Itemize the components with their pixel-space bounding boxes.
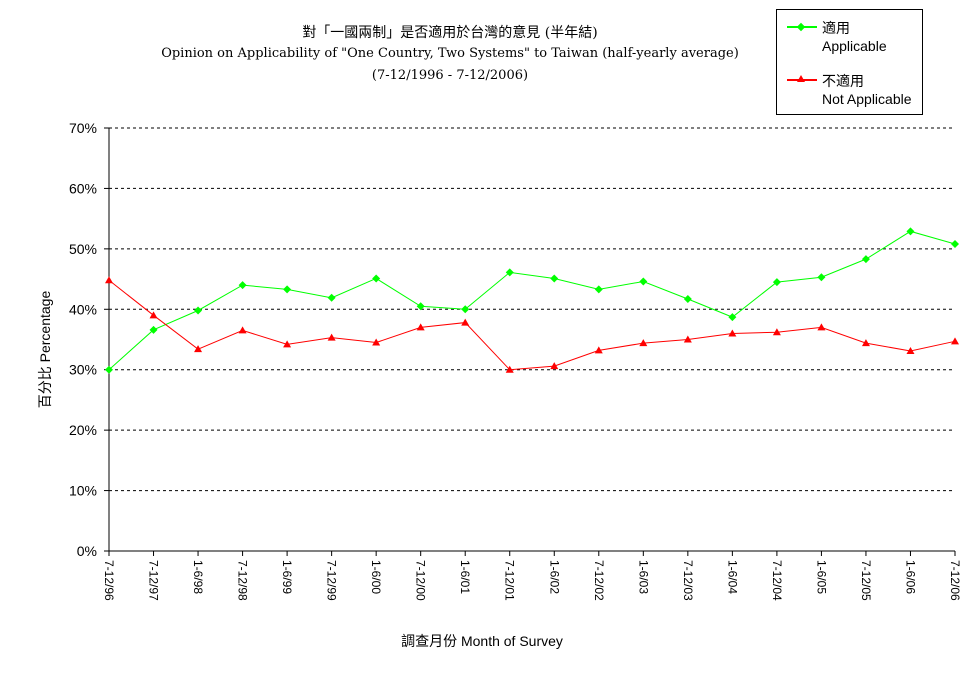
y-tick-label: 60%	[69, 180, 97, 196]
x-tick-label: 1-6/98	[191, 560, 205, 594]
data-point-applicable	[372, 274, 381, 283]
legend-swatch-not-applicable	[787, 75, 817, 82]
data-point-applicable	[550, 274, 559, 283]
y-tick-label: 40%	[69, 301, 97, 317]
data-point-not-applicable	[372, 338, 381, 346]
data-point-not-applicable	[728, 329, 737, 337]
x-axis-title: 調查月份 Month of Survey	[401, 633, 563, 649]
x-tick-label: 1-6/03	[636, 560, 650, 594]
x-tick-label: 7-12/00	[414, 560, 428, 601]
x-tick-label: 7-12/02	[592, 560, 606, 601]
data-point-applicable	[951, 240, 959, 249]
data-point-not-applicable	[639, 339, 648, 347]
data-point-not-applicable	[861, 339, 870, 347]
y-tick-label: 70%	[69, 120, 97, 136]
legend-label-english: Applicable	[822, 38, 887, 54]
x-tick-label: 1-6/00	[369, 560, 383, 594]
data-point-not-applicable	[416, 323, 425, 331]
data-point-applicable	[238, 281, 247, 290]
data-point-not-applicable	[238, 326, 247, 334]
data-point-not-applicable	[951, 337, 959, 345]
data-point-applicable	[461, 305, 470, 314]
legend-marker-triangle	[797, 75, 805, 82]
data-point-applicable	[861, 255, 870, 264]
series-line-applicable	[108, 230, 956, 371]
data-point-not-applicable	[461, 318, 470, 326]
y-axis-title: 百分比 Percentage	[37, 291, 53, 409]
data-point-applicable	[505, 268, 514, 277]
data-point-not-applicable	[505, 365, 514, 373]
x-tick-label: 7-12/97	[147, 560, 161, 601]
legend-label-chinese: 適用	[822, 21, 850, 37]
legend-swatch-applicable	[787, 22, 817, 32]
x-tick-label: 1-6/06	[903, 560, 917, 594]
x-tick-label: 7-12/03	[681, 560, 695, 601]
data-point-not-applicable	[550, 362, 559, 370]
x-tick-label: 7-12/01	[503, 560, 517, 601]
data-point-applicable	[906, 227, 915, 236]
x-tick-label: 7-12/06	[948, 560, 962, 601]
data-point-not-applicable	[683, 335, 692, 343]
data-point-applicable	[283, 285, 292, 294]
data-point-applicable	[772, 278, 781, 287]
legend: 適用 Applicable 不適用 Not Applicable	[776, 9, 923, 115]
x-tick-label: 1-6/01	[458, 560, 472, 594]
x-tick-label: 7-12/04	[770, 560, 784, 601]
x-tick-label: 1-6/99	[280, 560, 294, 594]
data-point-not-applicable	[817, 323, 826, 331]
data-point-applicable	[728, 313, 737, 322]
chart-title-chinese: 對「一國兩制」是否適用於台灣的意見 (半年結)	[302, 25, 598, 41]
data-point-not-applicable	[772, 328, 781, 336]
series-line-not-applicable	[108, 279, 956, 371]
chart-title-period: (7-12/1996 - 7-12/2006)	[371, 68, 529, 83]
data-point-applicable	[639, 277, 648, 286]
x-tick-label: 7-12/96	[102, 560, 116, 601]
data-point-not-applicable	[149, 311, 158, 319]
data-point-applicable	[594, 285, 603, 294]
data-point-applicable	[817, 273, 826, 282]
x-tick-label: 1-6/02	[547, 560, 561, 594]
x-tick-label: 1-6/04	[725, 560, 739, 594]
data-point-applicable	[149, 325, 158, 334]
data-point-not-applicable	[327, 333, 336, 341]
x-tick-label: 7-12/99	[325, 560, 339, 601]
y-tick-label: 20%	[69, 422, 97, 438]
y-tick-label: 10%	[69, 483, 97, 499]
x-tick-label: 7-12/05	[859, 560, 873, 601]
y-tick-label: 30%	[69, 362, 97, 378]
data-point-applicable	[327, 293, 336, 302]
data-point-applicable	[194, 306, 203, 315]
data-point-applicable	[105, 365, 113, 374]
x-tick-label: 1-6/05	[814, 560, 828, 594]
legend-label-chinese: 不適用	[822, 74, 864, 90]
data-point-not-applicable	[105, 276, 113, 284]
data-point-not-applicable	[283, 340, 292, 348]
data-point-not-applicable	[194, 345, 203, 353]
chart-title-english: Opinion on Applicability of "One Country…	[161, 46, 739, 61]
data-point-not-applicable	[906, 346, 915, 354]
data-point-not-applicable	[594, 346, 603, 354]
y-tick-label: 50%	[69, 241, 97, 257]
y-tick-label: 0%	[77, 543, 97, 559]
data-point-applicable	[683, 295, 692, 304]
legend-label-english: Not Applicable	[822, 91, 912, 107]
x-tick-label: 7-12/98	[236, 560, 250, 601]
data-point-applicable	[416, 302, 425, 311]
